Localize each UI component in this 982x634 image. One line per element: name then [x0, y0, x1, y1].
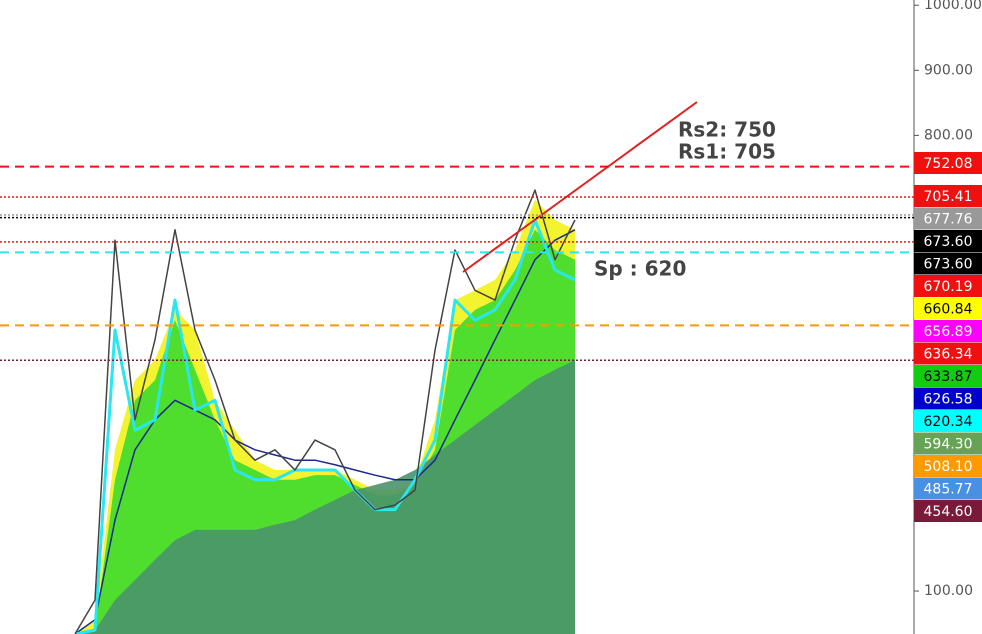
- price-label: 636.34: [924, 347, 973, 363]
- price-label: 660.84: [924, 302, 973, 318]
- price-label: 485.77: [924, 482, 973, 498]
- price-label-box: [914, 387, 982, 410]
- y-tick-label: 900.00: [924, 62, 973, 78]
- price-label: 656.89: [924, 324, 973, 340]
- price-line: [74, 218, 576, 634]
- y-tick-label: 100.00: [924, 583, 973, 599]
- price-label: 752.08: [924, 156, 973, 172]
- price-label-box: [914, 320, 982, 342]
- price-label-box: [914, 252, 982, 275]
- price-label-box: [914, 152, 982, 174]
- price-label-box: [914, 455, 982, 477]
- plot-area: [74, 189, 576, 634]
- price-label-box: [914, 185, 982, 207]
- trend-line: [462, 101, 698, 273]
- price-label-box: [914, 432, 982, 455]
- price-label: 673.60: [924, 234, 973, 250]
- price-label-box: [914, 207, 982, 230]
- price-label: 670.19: [924, 279, 973, 295]
- price-label-box: [914, 297, 982, 320]
- price-label: 633.87: [924, 369, 973, 385]
- area: [75, 359, 575, 634]
- price-label: 620.34: [924, 414, 973, 430]
- price-label: 626.58: [924, 392, 973, 408]
- price-line: [74, 189, 576, 634]
- y-tick-label: 800.00: [924, 127, 973, 143]
- annotation: Sp : 620: [594, 257, 686, 281]
- price-label-box: [914, 410, 982, 432]
- price-label-box: [914, 230, 982, 252]
- annotation: Rs1: 705: [678, 140, 776, 164]
- price-label-box: [914, 500, 982, 522]
- price-label: 705.41: [924, 189, 973, 205]
- annotation: Rs2: 750: [678, 118, 776, 142]
- y-tick-label: 1000.00: [924, 0, 982, 13]
- price-label-box: [914, 275, 982, 297]
- price-label: 454.60: [924, 504, 973, 520]
- price-label: 508.10: [924, 459, 973, 475]
- price-label-box: [914, 365, 982, 387]
- price-label: 594.30: [924, 437, 973, 453]
- price-label: 677.76: [924, 212, 973, 228]
- price-label: 673.60: [924, 257, 973, 273]
- price-line: [74, 229, 576, 634]
- price-label-box: [914, 342, 982, 365]
- price-label-box: [914, 477, 982, 500]
